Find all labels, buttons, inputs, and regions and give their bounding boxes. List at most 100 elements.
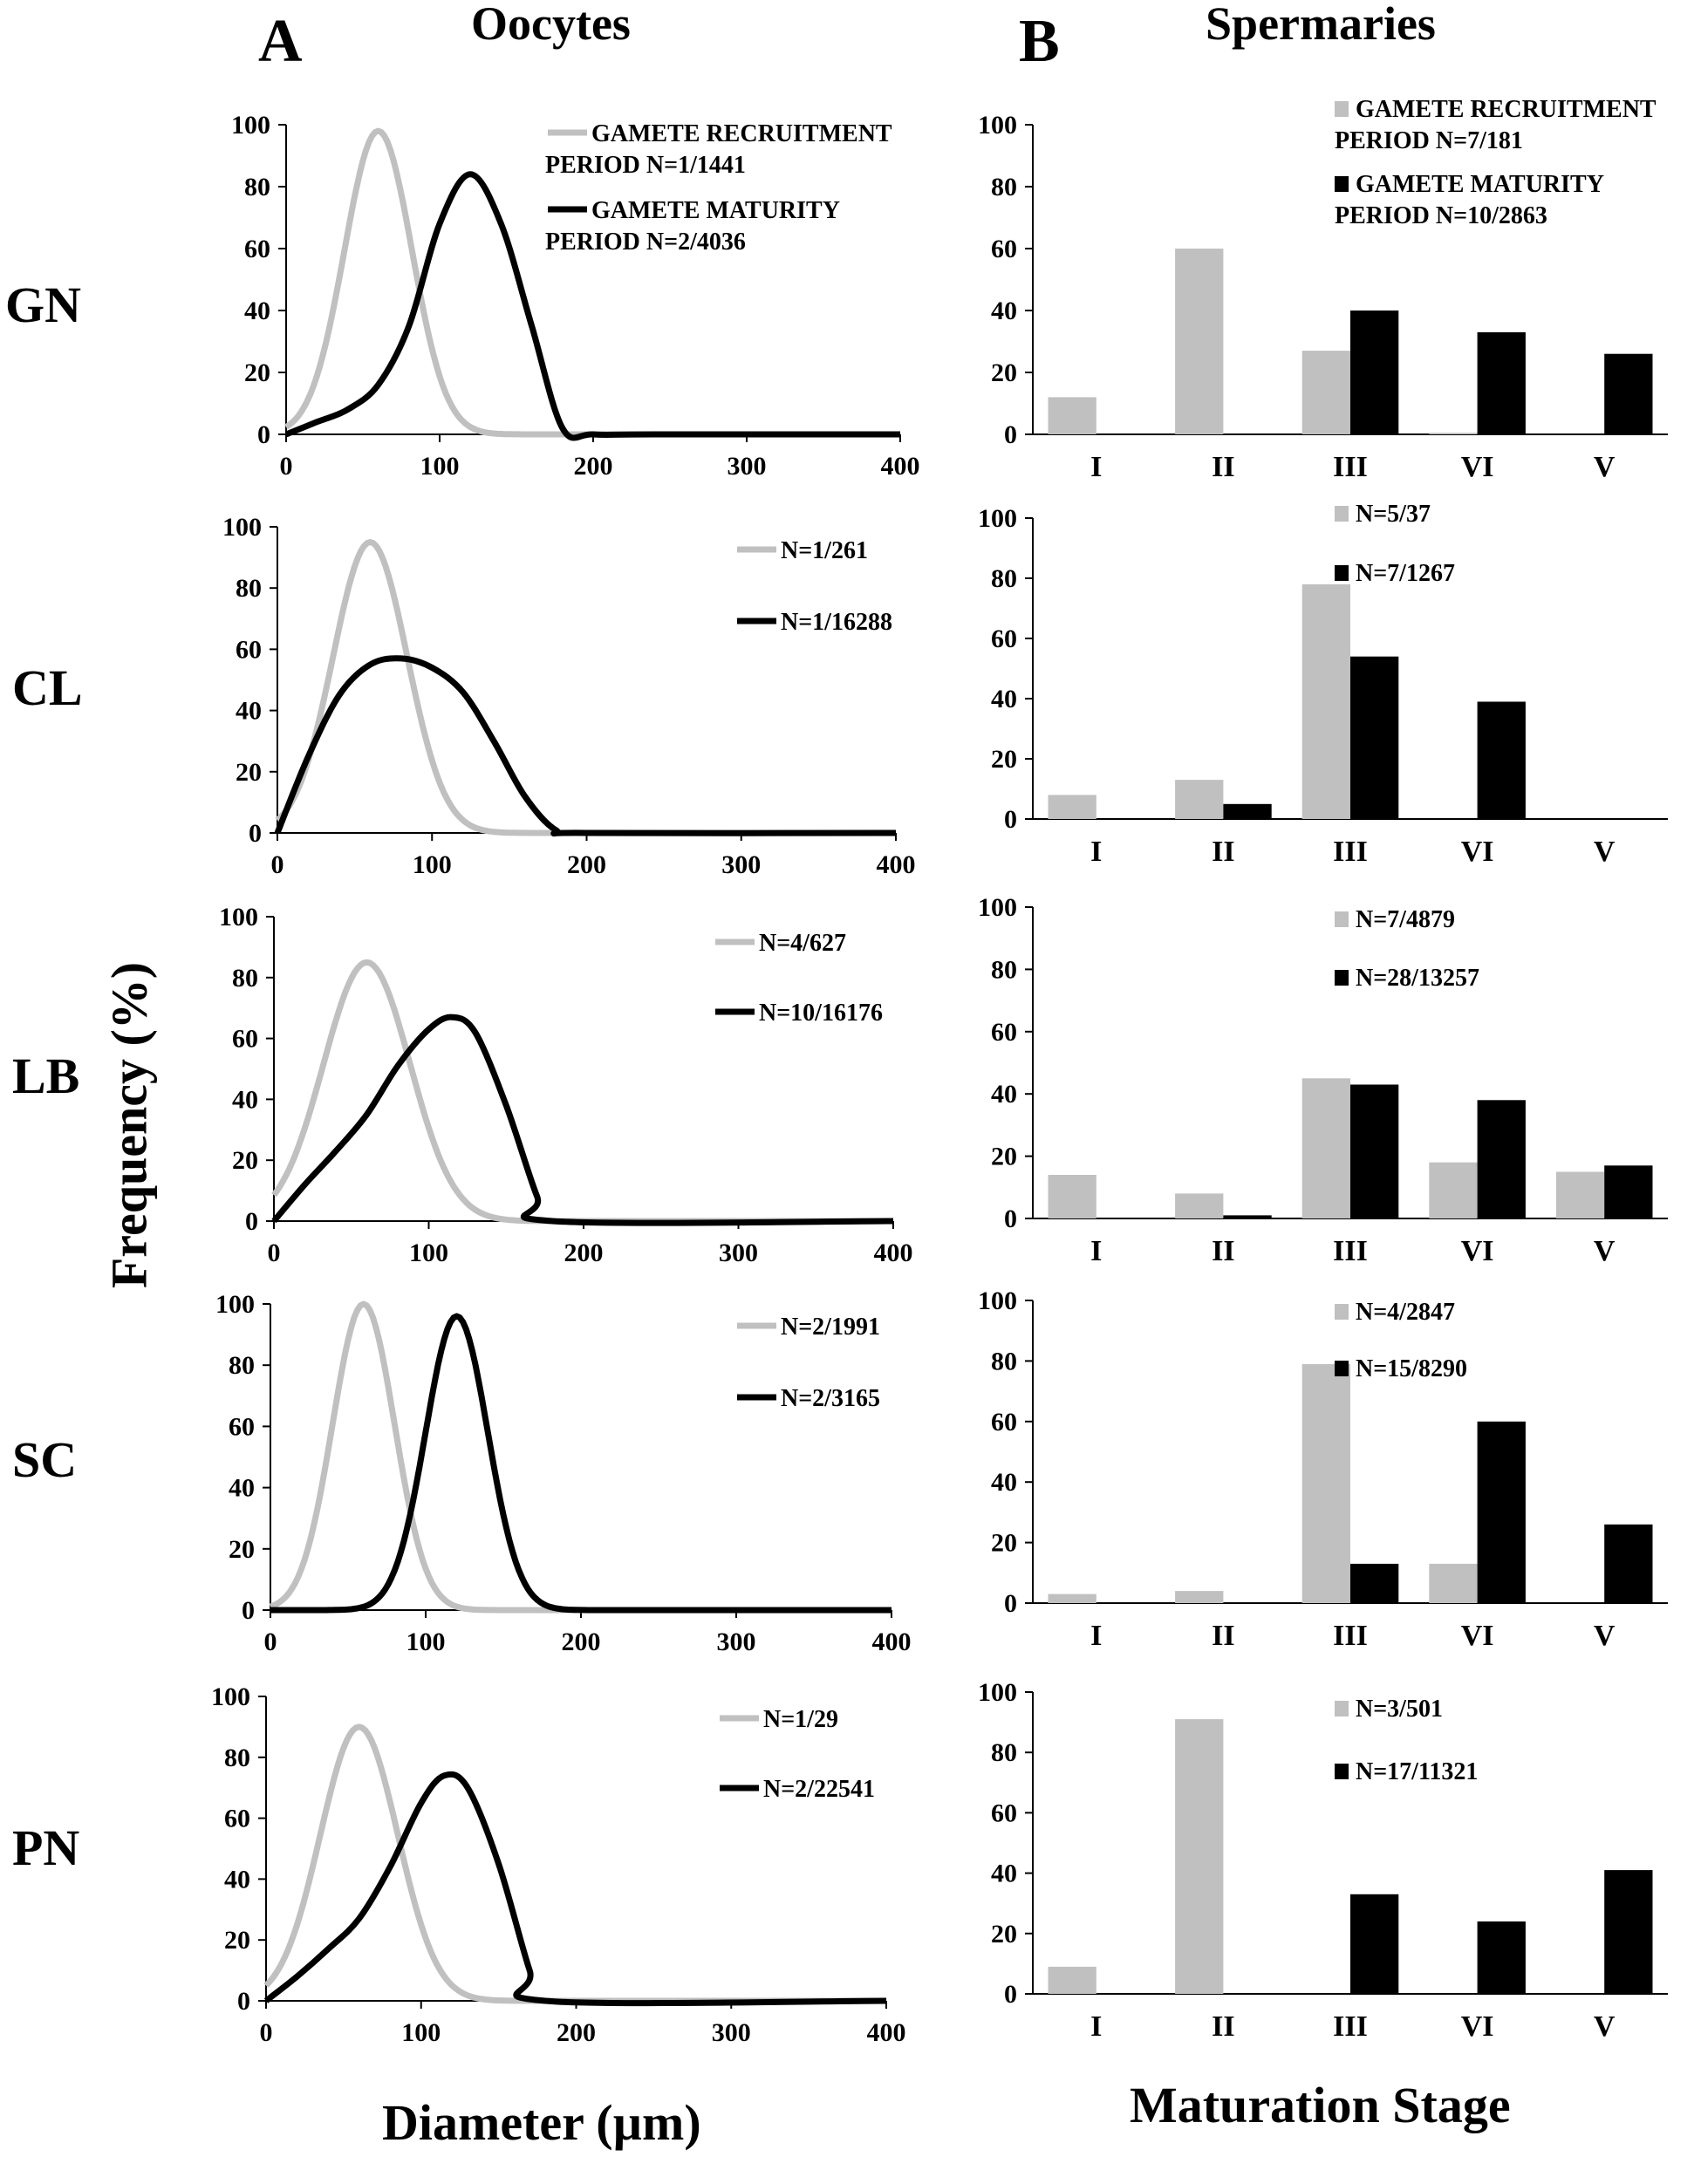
y-tick-label: 20 xyxy=(991,745,1017,774)
legend-label: N=2/3165 xyxy=(781,1385,880,1412)
legend-item: N=28/13257 xyxy=(1335,965,1479,992)
x-tick-label: II xyxy=(1212,451,1234,483)
y-tick-label: 40 xyxy=(224,1865,250,1894)
legend-item: GAMETE RECRUITMENT PERIOD N=7/181 xyxy=(1335,96,1657,154)
legend-label: N=10/16176 xyxy=(759,1000,883,1027)
recruitment-bar xyxy=(1048,1175,1096,1218)
y-tick-label: 60 xyxy=(244,235,270,263)
y-tick-label: 80 xyxy=(991,1738,1017,1767)
legend-item: N=15/8290 xyxy=(1335,1355,1467,1382)
x-tick-label: 200 xyxy=(564,1239,604,1267)
legend-swatch xyxy=(1335,1701,1349,1716)
y-tick-label: 20 xyxy=(229,1535,255,1564)
legend-label: PERIOD N=1/1441 xyxy=(545,152,746,179)
x-tick-label: 0 xyxy=(268,1239,281,1267)
y-tick-label: 40 xyxy=(236,697,262,726)
y-tick-label: 100 xyxy=(211,1682,250,1711)
y-tick-label: 80 xyxy=(229,1351,255,1380)
x-tick-label: 0 xyxy=(260,2018,273,2047)
legend-item: N=1/16288 xyxy=(737,609,892,636)
legend-item: N=10/16176 xyxy=(715,1000,883,1027)
x-tick-label: 100 xyxy=(406,1628,446,1656)
x-tick-label: 100 xyxy=(409,1239,448,1267)
site-label-cl: CL xyxy=(12,659,83,716)
legend-label: N=5/37 xyxy=(1356,501,1431,528)
maturity-bar xyxy=(1604,353,1653,434)
oocyte-chart-gn: 0 20 40 60 80 100 0 100 200 300 400 GAMETE RECRUITM… xyxy=(231,111,920,481)
maturity-bar xyxy=(1223,1215,1272,1218)
y-tick-label: 60 xyxy=(236,635,262,664)
maturity-bar xyxy=(1350,1563,1399,1603)
x-tick-label: VI xyxy=(1461,836,1494,868)
y-tick-label: 0 xyxy=(1004,1205,1017,1233)
recruitment-curve xyxy=(275,539,896,836)
y-tick-label: 20 xyxy=(991,1920,1017,1949)
x-tick-label: 300 xyxy=(728,452,767,481)
maturity-curve xyxy=(274,655,897,837)
legend-label: N=7/1267 xyxy=(1356,560,1455,587)
legend-item: GAMETE MATURITY PERIOD N=2/4036 xyxy=(545,197,840,256)
recruitment-bar xyxy=(1175,780,1224,819)
x-tick-label: 300 xyxy=(719,1239,758,1267)
y-tick-label: 40 xyxy=(229,1474,255,1503)
x-tick-label: 400 xyxy=(872,1628,912,1656)
x-tick-label: III xyxy=(1333,836,1368,868)
y-tick-label: 0 xyxy=(242,1596,255,1625)
column-title-spermaries: Spermaries xyxy=(1206,0,1436,50)
maturity-bar xyxy=(1604,1165,1653,1218)
recruitment-bar xyxy=(1429,1162,1478,1218)
x-tick-label: VI xyxy=(1461,451,1494,483)
x-tick-label: 200 xyxy=(562,1628,601,1656)
oocyte-chart-lb: 0 20 40 60 80 100 0 100 200 300 400 N=4/627 N=10/161… xyxy=(219,903,913,1267)
legend-label: GAMETE MATURITY xyxy=(1356,171,1604,198)
y-tick-label: 80 xyxy=(991,564,1017,593)
y-tick-label: 100 xyxy=(978,111,1017,140)
legend-swatch xyxy=(1335,1304,1349,1320)
site-label-lb: LB xyxy=(12,1048,80,1104)
recruitment-bar xyxy=(1175,1719,1224,1994)
maturity-curve xyxy=(284,171,900,441)
y-tick-label: 0 xyxy=(237,1987,250,2016)
legend-item: N=1/29 xyxy=(720,1706,838,1733)
legend-item: N=7/1267 xyxy=(1335,560,1455,587)
legend-label: N=2/1991 xyxy=(781,1314,880,1341)
legend-item: N=5/37 xyxy=(1335,501,1431,528)
y-tick-label: 60 xyxy=(991,1798,1017,1827)
legend-label: N=4/627 xyxy=(759,930,846,957)
x-tick-label: 300 xyxy=(712,2018,751,2047)
y-tick-label: 40 xyxy=(991,685,1017,713)
y-tick-label: 80 xyxy=(991,173,1017,201)
maturity-bar xyxy=(1223,803,1272,820)
y-tick-label: 20 xyxy=(232,1146,258,1175)
legend-label: PERIOD N=7/181 xyxy=(1335,127,1523,154)
legend-item: GAMETE MATURITY PERIOD N=10/2863 xyxy=(1335,171,1604,229)
maturity-curve xyxy=(270,1313,891,1614)
maturity-bar xyxy=(1477,331,1526,434)
legend-item: N=3/501 xyxy=(1335,1696,1443,1723)
maturity-bar xyxy=(1350,656,1399,819)
legend-label: N=1/16288 xyxy=(781,609,892,636)
x-tick-label: 0 xyxy=(264,1628,277,1656)
y-tick-label: 80 xyxy=(224,1744,250,1772)
legend-label: N=2/22541 xyxy=(763,1776,875,1803)
legend-swatch xyxy=(1335,101,1349,117)
legend-label: N=1/261 xyxy=(781,537,868,564)
x-tick-label: VI xyxy=(1461,1235,1494,1267)
y-tick-label: 0 xyxy=(1004,1589,1017,1618)
y-tick-label: 20 xyxy=(244,358,270,387)
recruitment-bar xyxy=(1175,1193,1224,1218)
x-tick-label: 200 xyxy=(557,2018,596,2047)
maturity-bar xyxy=(1477,1921,1526,1994)
x-tick-label: III xyxy=(1333,1620,1368,1652)
y-tick-label: 20 xyxy=(991,1143,1017,1171)
y-tick-label: 0 xyxy=(1004,805,1017,834)
maturity-bar xyxy=(1350,1084,1399,1218)
legend-label: PERIOD N=10/2863 xyxy=(1335,202,1547,229)
y-tick-label: 60 xyxy=(232,1025,258,1054)
legend-item: N=2/3165 xyxy=(737,1385,880,1412)
